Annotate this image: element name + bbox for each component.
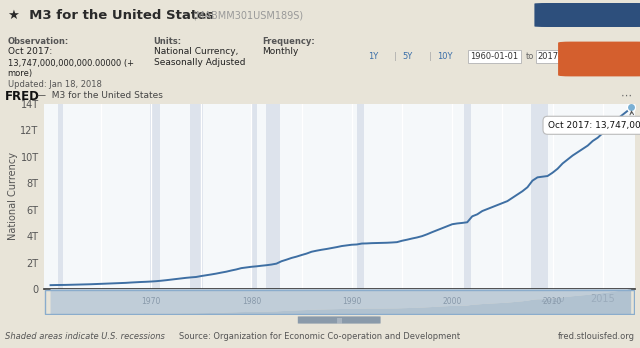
Text: EDIT GRAPH  ▶: EDIT GRAPH ▶ [573, 56, 634, 62]
Bar [190, 104, 203, 289]
Text: Frequency:: Frequency: [262, 37, 315, 46]
Text: 13,747,000,000,000.00000 (+: 13,747,000,000,000.00000 (+ [8, 59, 134, 68]
Text: more): more) [8, 70, 33, 78]
Text: 2017-10-01: 2017-10-01 [538, 52, 586, 61]
Bar [531, 104, 548, 289]
Text: Source: Organization for Economic Co-operation and Development: Source: Organization for Economic Co-ope… [179, 332, 461, 341]
Text: |: | [429, 52, 431, 61]
Text: fred.stlouisfed.org: fred.stlouisfed.org [558, 332, 635, 341]
Text: |: | [475, 52, 477, 61]
Text: 2010: 2010 [543, 298, 562, 307]
Text: Monthly: Monthly [262, 47, 299, 56]
Text: ★  M3 for the United States: ★ M3 for the United States [8, 8, 214, 22]
FancyBboxPatch shape [298, 316, 381, 324]
Text: —  M3 for the United States: — M3 for the United States [37, 92, 163, 101]
Bar [150, 104, 160, 289]
Text: Oct 2017: 13,747,000,000,000.00000: Oct 2017: 13,747,000,000,000.00000 [548, 111, 640, 130]
Text: |: | [394, 52, 397, 61]
Text: Shaded areas indicate U.S. recessions: Shaded areas indicate U.S. recessions [5, 332, 165, 341]
Bar [266, 104, 280, 289]
Text: 1Y: 1Y [368, 52, 378, 61]
Text: Max: Max [483, 52, 500, 61]
Text: 1970: 1970 [141, 298, 161, 307]
Bar [58, 104, 63, 289]
Y-axis label: National Currency: National Currency [8, 152, 18, 240]
Text: to: to [526, 52, 534, 61]
Text: 1990: 1990 [342, 298, 362, 307]
Bar [252, 104, 257, 289]
Text: FRED: FRED [5, 89, 40, 103]
Text: National Currency,: National Currency, [154, 47, 238, 56]
Text: Oct 2017:: Oct 2017: [8, 47, 52, 56]
Text: ⋯: ⋯ [621, 91, 632, 101]
Text: |||: ||| [336, 317, 342, 323]
Text: Seasonally Adjusted: Seasonally Adjusted [154, 58, 245, 67]
Text: Observation:: Observation: [8, 37, 69, 46]
Text: 1980: 1980 [242, 298, 261, 307]
Text: 2000: 2000 [442, 298, 462, 307]
Text: DOWNLOAD  ↓: DOWNLOAD ↓ [559, 10, 624, 19]
Bar [464, 104, 471, 289]
Text: Updated: Jan 18, 2018: Updated: Jan 18, 2018 [8, 80, 102, 89]
FancyBboxPatch shape [558, 42, 640, 77]
FancyBboxPatch shape [534, 3, 640, 27]
Text: 1960-01-01: 1960-01-01 [470, 52, 518, 61]
Text: Units:: Units: [154, 37, 182, 46]
Text: (MABMM301USM189S): (MABMM301USM189S) [192, 10, 303, 20]
Text: 5Y: 5Y [403, 52, 413, 61]
Text: 10Y: 10Y [437, 52, 452, 61]
Bar [356, 104, 364, 289]
